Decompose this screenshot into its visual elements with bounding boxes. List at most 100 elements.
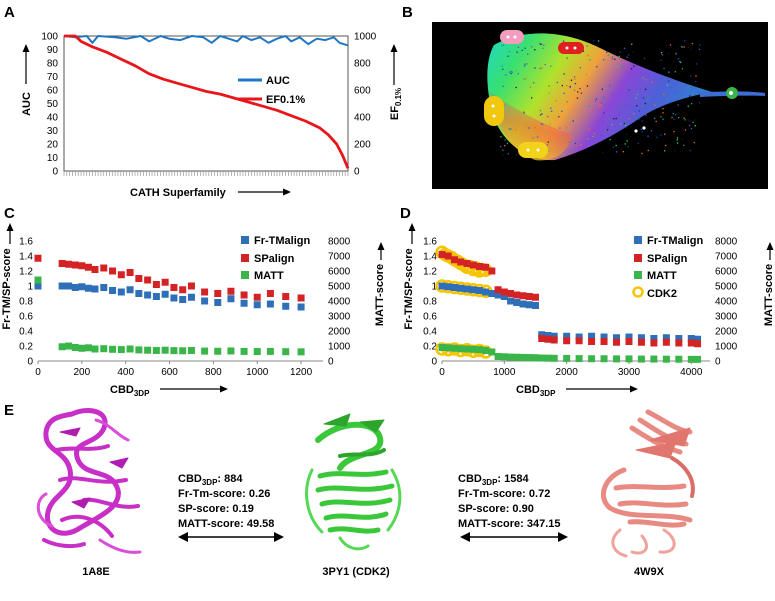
panel-b-speck — [670, 101, 672, 104]
panel-b-speck — [508, 128, 511, 130]
panel-b-speck — [599, 105, 601, 107]
panel-a-y-right-tick-label: 800 — [354, 59, 371, 70]
panel-b-speck — [627, 146, 629, 148]
marker-spalign — [494, 286, 502, 294]
marker-matt — [152, 347, 160, 354]
marker-fr-tmalign — [65, 282, 73, 290]
marker-fr-tmalign — [227, 295, 235, 303]
pair1-arrowhead-left — [178, 532, 188, 542]
panel-d-y-tick-label: 0.2 — [423, 342, 437, 353]
panel-b-speck — [572, 120, 574, 122]
marker-fr-tmalign — [544, 332, 552, 339]
panel-a-y-tick-label: 20 — [47, 140, 59, 151]
panel-b-speck — [579, 87, 581, 90]
marker-spalign — [58, 260, 66, 267]
marker-matt — [457, 345, 465, 353]
panel-d-y-tick-label: 1.4 — [423, 252, 437, 263]
panel-b-speck — [505, 74, 507, 76]
panel-b-speck — [522, 110, 525, 113]
marker-spalign — [519, 292, 527, 300]
panel-b-speck — [691, 103, 693, 105]
panel-b-speck — [507, 55, 509, 57]
marker-matt — [637, 355, 645, 363]
panel-b-speck — [581, 131, 583, 133]
panel-b-speck — [668, 52, 670, 55]
panel-d-y-ticks: 0 0.2 0.4 0.6 0.8 1 1.2 1.4 1.6 — [423, 237, 437, 368]
panel-e: E 1A8E 3PY1 (CDK2) 4W9X CBD3D — [4, 402, 695, 578]
panel-b-cluster-dot — [513, 35, 517, 39]
panel-a-y-tick-label: 60 — [47, 86, 59, 97]
panel-b-speck — [506, 142, 509, 145]
panel-c-y-ticks: 0 0.2 0.4 0.6 0.8 1 1.2 1.4 1.6 — [19, 237, 33, 368]
panel-b: B — [402, 4, 768, 189]
panel-b-speck — [588, 140, 590, 142]
marker-fr-tmalign — [687, 335, 695, 342]
panel-b-speck — [668, 80, 670, 82]
panel-c-y-right-tick-label: 7000 — [328, 252, 351, 263]
panel-b-speck — [628, 118, 630, 120]
panel-b-speck — [640, 72, 642, 74]
panel-b-speck — [656, 136, 658, 138]
panel-b-speck — [611, 56, 614, 58]
panel-b-speck — [673, 118, 675, 120]
structure-1a8e — [36, 408, 142, 554]
panel-b-speck — [569, 86, 571, 89]
panel-b-speck — [524, 47, 526, 49]
panel-b-speck — [579, 67, 581, 69]
panel-b-speck — [602, 120, 604, 122]
panel-b-speck — [690, 128, 693, 130]
pair1-sp-score: SP-score: 0.19 — [178, 503, 254, 515]
panel-b-speck — [596, 66, 598, 68]
panel-c-y-right-tick-label: 8000 — [328, 237, 351, 248]
marker-spalign — [282, 293, 290, 300]
panel-b-speck — [679, 59, 681, 62]
marker-fr-tmalign — [253, 301, 261, 309]
marker-fr-tmalign — [475, 287, 483, 294]
panel-b-speck — [669, 44, 672, 46]
panel-letter-c: C — [4, 205, 15, 222]
panel-b-speck — [664, 133, 666, 135]
panel-b-speck — [589, 59, 591, 61]
marker-fr-tmalign — [71, 284, 79, 291]
panel-b-speck — [621, 148, 623, 151]
panel-b-speck — [580, 144, 582, 146]
panel-b-speck — [556, 81, 558, 84]
panel-a-y-title: AUC — [21, 92, 33, 116]
marker-matt — [227, 347, 235, 355]
marker-fr-tmalign — [519, 300, 527, 308]
panel-b-speck — [690, 75, 692, 77]
marker-matt — [531, 354, 539, 362]
panel-b-speck — [594, 100, 596, 102]
panel-b-speck — [662, 118, 664, 120]
marker-matt — [613, 355, 621, 363]
panel-b-speck — [647, 149, 649, 152]
marker-matt — [450, 344, 458, 352]
marker-matt — [170, 347, 178, 355]
marker-fr-tmalign — [34, 282, 42, 290]
panel-b-speck — [597, 40, 600, 42]
panel-b-speck — [636, 93, 639, 96]
panel-b-cluster-dot — [573, 46, 577, 50]
series-line-ef — [64, 34, 350, 169]
marker-matt — [117, 346, 125, 354]
panel-b-speck — [640, 128, 642, 130]
panel-b-speck — [542, 47, 544, 49]
panel-b-speck — [550, 65, 552, 67]
panel-d-y-right-tick-label: 1000 — [715, 342, 738, 353]
panel-b-speck — [593, 40, 595, 42]
panel-b-speck — [532, 137, 534, 139]
panel-d-x-ticks: 0 1000 2000 3000 4000 — [439, 360, 710, 378]
legend-swatch-fr-tmalign — [241, 236, 249, 244]
panel-b-speck — [678, 61, 681, 63]
panel-b-speck — [540, 43, 542, 45]
panel-d-y-right-tick-label: 3000 — [715, 312, 738, 323]
panel-a-legend: AUC EF0.1% — [238, 75, 305, 106]
panel-b-speck — [618, 113, 620, 116]
panel-b-speck — [534, 49, 536, 51]
marker-fr-tmalign — [117, 288, 125, 296]
panel-d-legend: Fr-TMalign SPalign MATT CDK2 — [632, 235, 703, 300]
panel-b-speck — [549, 138, 552, 140]
panel-b-speck — [502, 154, 504, 156]
marker-spalign — [531, 293, 539, 301]
panel-b-speck — [547, 150, 550, 152]
